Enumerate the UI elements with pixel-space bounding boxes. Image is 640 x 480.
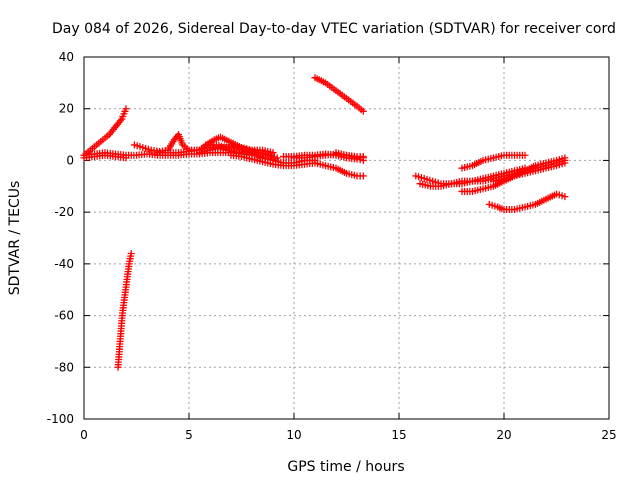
data-point bbox=[359, 172, 367, 180]
data-point bbox=[359, 154, 367, 162]
data-point bbox=[521, 151, 529, 159]
series-arc4 bbox=[80, 151, 130, 162]
data-marks bbox=[80, 74, 569, 371]
data-point bbox=[122, 154, 130, 162]
y-tick-label: -80 bbox=[54, 360, 74, 374]
y-tick-label: -40 bbox=[54, 257, 74, 271]
y-axis-label: SDTVAR / TECUs bbox=[7, 181, 23, 296]
series-arc12 bbox=[311, 74, 367, 115]
series-arc16 bbox=[458, 151, 529, 172]
data-point bbox=[269, 149, 277, 157]
data-point bbox=[273, 154, 281, 162]
x-tick-label: 0 bbox=[80, 428, 88, 442]
series-arc9 bbox=[227, 151, 367, 180]
x-tick-label: 20 bbox=[496, 428, 511, 442]
plot-frame bbox=[83, 56, 610, 420]
series-arc2 bbox=[114, 250, 135, 371]
grid bbox=[84, 57, 609, 419]
x-tick-label: 10 bbox=[286, 428, 301, 442]
data-point bbox=[561, 159, 569, 167]
data-point bbox=[561, 193, 569, 201]
y-tick-label: -20 bbox=[54, 205, 74, 219]
series-arc19 bbox=[490, 159, 569, 185]
x-tick-label: 25 bbox=[601, 428, 616, 442]
series-arc8 bbox=[202, 141, 281, 162]
y-tick-label: 0 bbox=[66, 153, 74, 167]
series-arc13 bbox=[332, 149, 367, 162]
chart-title: Day 084 of 2026, Sidereal Day-to-day VTE… bbox=[52, 21, 616, 37]
y-tick-label: 20 bbox=[59, 102, 74, 116]
data-point bbox=[122, 105, 130, 113]
axis-ticks: 0 5 10 15 20 25 -100 -80 -60 -40 -20 0 20 40 bbox=[47, 50, 617, 442]
series-arc18 bbox=[485, 190, 569, 214]
data-point bbox=[359, 107, 367, 115]
y-tick-label: -100 bbox=[47, 412, 74, 426]
x-axis-label: GPS time / hours bbox=[287, 459, 404, 475]
y-tick-label: -60 bbox=[54, 309, 74, 323]
data-point bbox=[127, 250, 135, 258]
x-tick-label: 15 bbox=[391, 428, 406, 442]
x-tick-label: 5 bbox=[185, 428, 193, 442]
y-tick-label: 40 bbox=[59, 50, 74, 64]
